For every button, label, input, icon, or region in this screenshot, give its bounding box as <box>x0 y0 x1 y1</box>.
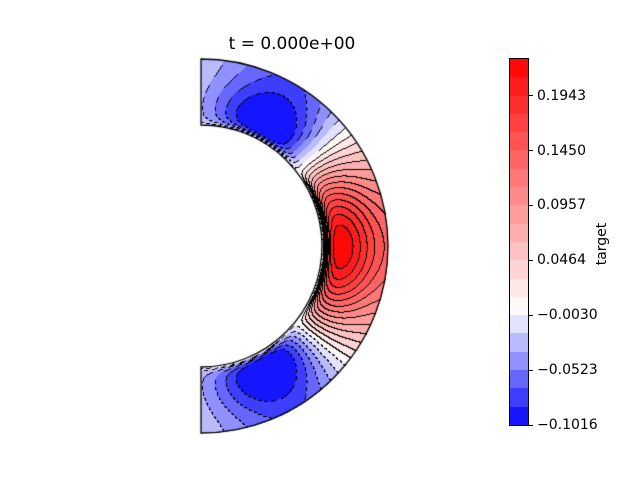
colorbar-tick-label: 0.1943 <box>537 87 586 104</box>
colorbar-tick-mark <box>529 259 533 261</box>
plot-title: t = 0.000e+00 <box>228 34 356 54</box>
colorbar-segment <box>510 406 528 425</box>
colorbar-segment <box>510 370 528 389</box>
colorbar-segment <box>510 150 528 169</box>
colorbar-tick-label: −0.1016 <box>537 417 598 433</box>
colorbar-tick-label: −0.0523 <box>537 362 598 379</box>
colorbar-tick-mark <box>529 150 533 151</box>
colorbar-segment <box>510 315 528 334</box>
colorbar-segment <box>510 333 528 352</box>
colorbar-segment <box>510 187 528 206</box>
colorbar-segment <box>510 278 528 297</box>
colorbar-segment <box>510 205 528 224</box>
colorbar-tick-label: 0.0464 <box>537 252 586 269</box>
colorbar-segment <box>510 260 528 279</box>
colorbar-segment <box>510 113 528 133</box>
colorbar-segment <box>510 59 528 78</box>
colorbar-segment <box>510 223 528 242</box>
colorbar-segment <box>510 241 528 261</box>
colorbar-tick-label: −0.0030 <box>537 307 598 324</box>
colorbar-tick-mark <box>529 424 533 426</box>
colorbar-axis-label: target <box>594 222 610 266</box>
colorbar-tick-label: 0.0957 <box>537 197 586 214</box>
colorbar-tick-mark <box>529 95 533 97</box>
colorbar-segment <box>510 95 528 114</box>
colorbar-segment <box>510 296 528 316</box>
colorbar-segment <box>510 168 528 188</box>
colorbar-tick-mark <box>529 204 533 206</box>
colorbar-segment <box>510 77 528 96</box>
colorbar-segment <box>510 132 528 151</box>
colorbar-tick-mark <box>529 314 533 316</box>
colorbar <box>509 58 529 426</box>
colorbar-segment <box>510 351 528 371</box>
colorbar-segment <box>510 388 528 407</box>
colorbar-tick-label: 0.1450 <box>537 142 586 159</box>
colorbar-tick-mark <box>529 369 533 371</box>
